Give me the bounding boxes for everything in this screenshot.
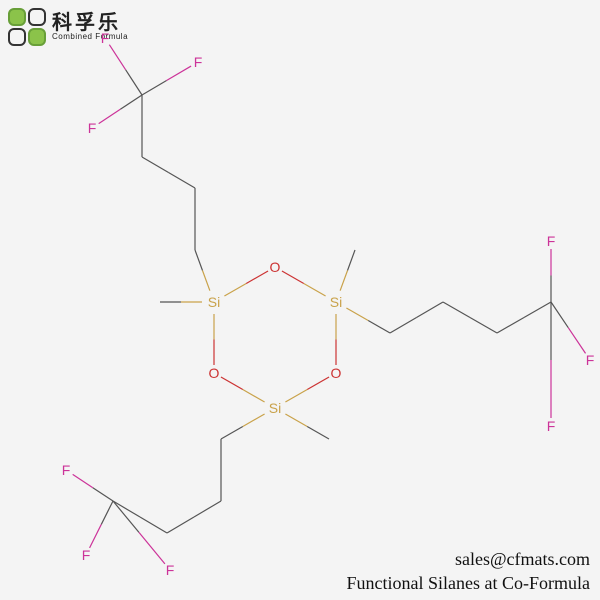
logo-cell-4 (28, 28, 46, 46)
logo-cell-2 (28, 8, 46, 26)
atom-si: Si (269, 400, 281, 416)
atom-f: F (586, 352, 595, 368)
logo-mark (8, 8, 46, 46)
logo-cell-3 (8, 28, 26, 46)
atom-f: F (62, 462, 71, 478)
atom-f: F (88, 120, 97, 136)
atom-f: F (194, 54, 203, 70)
atom-f: F (101, 30, 110, 46)
atom-o: O (331, 365, 342, 381)
atom-f: F (166, 562, 175, 578)
atom-f: F (547, 233, 556, 249)
logo-cell-1 (8, 8, 26, 26)
atom-f: F (547, 418, 556, 434)
atom-o: O (209, 365, 220, 381)
diagram-canvas: { "background_color": "#f4f4f4", "logo":… (0, 0, 600, 600)
logo-text-en: Combined Formula (52, 33, 128, 41)
logo-text-cn: 科孚乐 (52, 13, 128, 33)
atom-o: O (270, 259, 281, 275)
footer-email: sales@cfmats.com (455, 549, 590, 570)
brand-logo: 科孚乐 Combined Formula (8, 8, 128, 46)
footer-tagline: Functional Silanes at Co-Formula (347, 573, 590, 594)
atom-si: Si (208, 294, 220, 310)
atom-f: F (82, 547, 91, 563)
bond-layer (0, 0, 600, 600)
atom-si: Si (330, 294, 342, 310)
logo-text: 科孚乐 Combined Formula (52, 13, 128, 41)
